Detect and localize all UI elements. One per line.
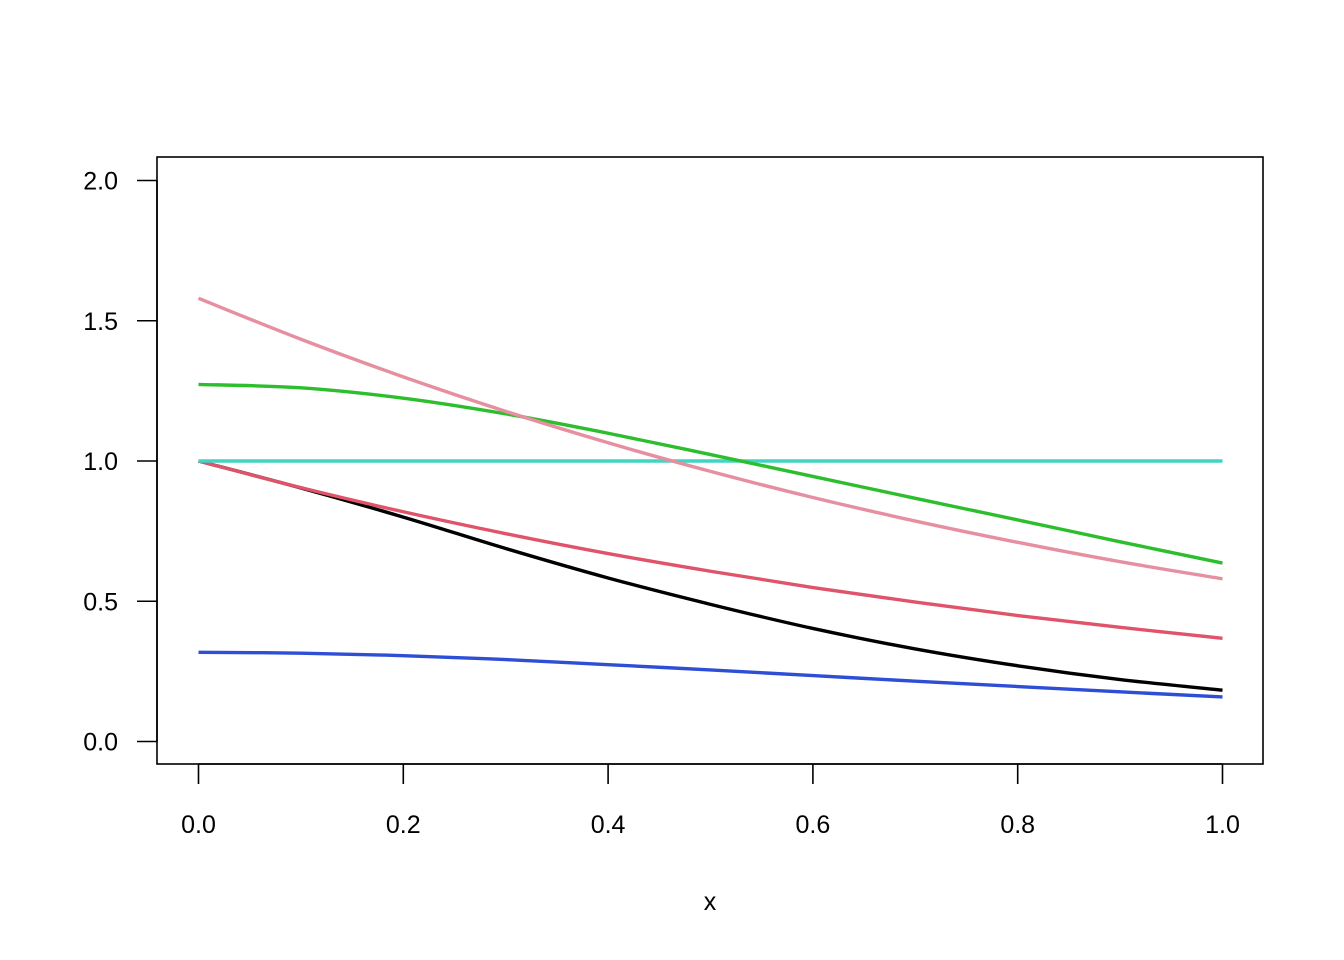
- series-line-6: [197, 296, 1223, 581]
- x-tick-label: 0.6: [796, 811, 831, 839]
- x-tick-label: 0.0: [181, 811, 216, 839]
- y-tick-label: 1.5: [83, 308, 118, 336]
- x-tick-label: 1.0: [1205, 811, 1240, 839]
- y-tick-label: 0.5: [83, 588, 118, 616]
- series-layer: [197, 296, 1223, 699]
- y-tick-label: 0.0: [83, 729, 118, 757]
- x-tick-label: 0.4: [591, 811, 626, 839]
- series-line-5: [198, 382, 1223, 565]
- x-tick-label: 0.2: [386, 811, 421, 839]
- y-axis-ticks: 0.0 0.5 1.0 1.5 2.0: [83, 168, 157, 757]
- x-axis-title: x: [704, 888, 717, 916]
- y-tick-label: 1.0: [83, 448, 118, 476]
- x-tick-label: 0.8: [1000, 811, 1035, 839]
- series-line-4: [198, 650, 1223, 699]
- series-line-2: [198, 459, 1223, 640]
- x-axis-ticks: 0.0 0.2 0.4 0.6 0.8 1.0: [181, 764, 1240, 839]
- y-tick-label: 2.0: [83, 168, 118, 196]
- series-line-1: [198, 459, 1223, 692]
